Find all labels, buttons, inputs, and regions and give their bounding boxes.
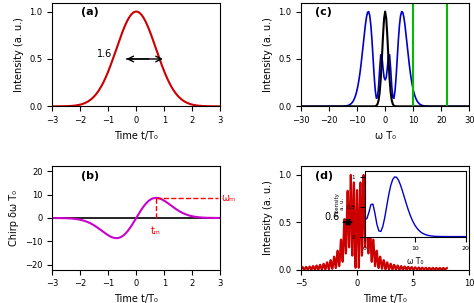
Text: tₘ: tₘ <box>151 225 161 235</box>
Text: (b): (b) <box>81 171 99 181</box>
Text: (c): (c) <box>315 8 331 18</box>
Y-axis label: Intensity (a. u.): Intensity (a. u.) <box>263 181 273 255</box>
Y-axis label: Intensity (a. u.): Intensity (a. u.) <box>14 17 24 92</box>
Text: 1.6: 1.6 <box>97 49 112 59</box>
Text: (a): (a) <box>81 8 99 18</box>
Text: (d): (d) <box>315 171 333 181</box>
X-axis label: ω T₀: ω T₀ <box>374 131 396 141</box>
X-axis label: Time t/T₀: Time t/T₀ <box>114 131 158 141</box>
Y-axis label: Intensity (a. u.): Intensity (a. u.) <box>263 17 273 92</box>
X-axis label: Time t/T₀: Time t/T₀ <box>363 294 407 303</box>
Y-axis label: Chirp δω T₀: Chirp δω T₀ <box>9 190 19 246</box>
Text: 0.6: 0.6 <box>325 212 340 222</box>
X-axis label: Time t/T₀: Time t/T₀ <box>114 294 158 303</box>
Text: ωₘ: ωₘ <box>222 193 236 203</box>
